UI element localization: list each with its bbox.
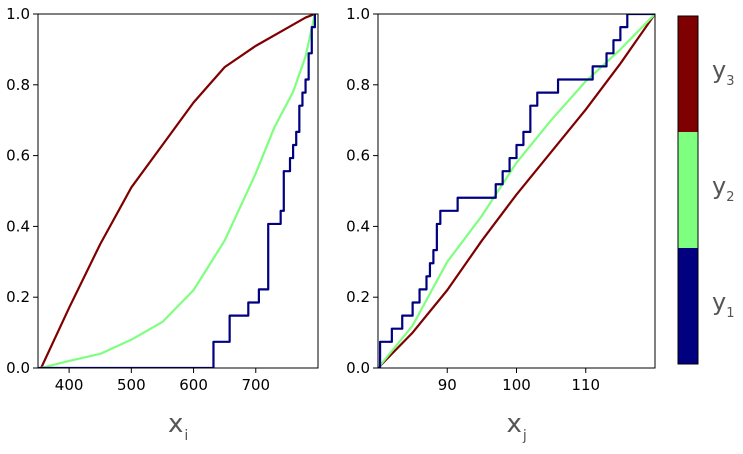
y-tick-label: 0.4 <box>6 217 30 235</box>
y-tick-label: 0.4 <box>346 217 370 235</box>
y-tick-label: 1.0 <box>346 5 370 23</box>
y-tick-label: 0.6 <box>6 147 30 165</box>
series-layer-xj <box>378 14 655 368</box>
y-tick-label: 0.0 <box>346 359 370 377</box>
y-tick-label: 0.8 <box>346 76 370 94</box>
x-tick-label: 400 <box>55 376 84 394</box>
y-tick-label: 0.0 <box>6 359 30 377</box>
series-line-y1 <box>378 14 655 368</box>
x-tick-label: 500 <box>117 376 146 394</box>
ticks-xj: 0.0 0.2 0.4 0.6 0.8 1.0 90 100 110 <box>346 5 600 394</box>
x-tick-label: 700 <box>241 376 270 394</box>
y-tick-label: 0.6 <box>346 147 370 165</box>
series-line-y1 <box>38 14 316 368</box>
colorbar-frame <box>677 15 699 365</box>
plot-xi: 0.0 0.2 0.4 0.6 0.8 1.0 400 500 600 700 xi <box>6 5 319 444</box>
x-tick-label: 600 <box>179 376 208 394</box>
series-line-y2 <box>40 14 316 368</box>
colorbar-label-y1: y1 <box>712 288 734 321</box>
plot-xj: 0.0 0.2 0.4 0.6 0.8 1.0 90 100 110 xj <box>346 5 656 444</box>
y-tick-label: 0.8 <box>6 76 30 94</box>
colorbar-label-y3: y3 <box>712 56 734 89</box>
colorbar-segment-y2 <box>678 132 698 248</box>
x-tick-label: 100 <box>502 376 531 394</box>
series-line-y2 <box>378 14 655 368</box>
series-line-y3 <box>40 14 316 368</box>
y-tick-label: 1.0 <box>6 5 30 23</box>
y-tick-label: 0.2 <box>6 288 30 306</box>
x-tick-label: 90 <box>438 376 457 394</box>
colorbar-legend: y3 y2 y1 <box>677 15 734 365</box>
series-layer-xi <box>38 14 316 368</box>
series-line-y3 <box>378 14 655 368</box>
y-tick-label: 0.2 <box>346 288 370 306</box>
colorbar-label-y2: y2 <box>712 172 734 205</box>
colorbar-segment-y1 <box>678 248 698 364</box>
colorbar-segment-y3 <box>678 16 698 132</box>
x-tick-label: 110 <box>571 376 600 394</box>
x-axis-label-xj: xj <box>507 409 527 444</box>
plot-frame-xi <box>37 13 319 369</box>
ticks-xi: 0.0 0.2 0.4 0.6 0.8 1.0 400 500 600 700 <box>6 5 270 394</box>
x-axis-label-xi: xi <box>168 409 188 444</box>
